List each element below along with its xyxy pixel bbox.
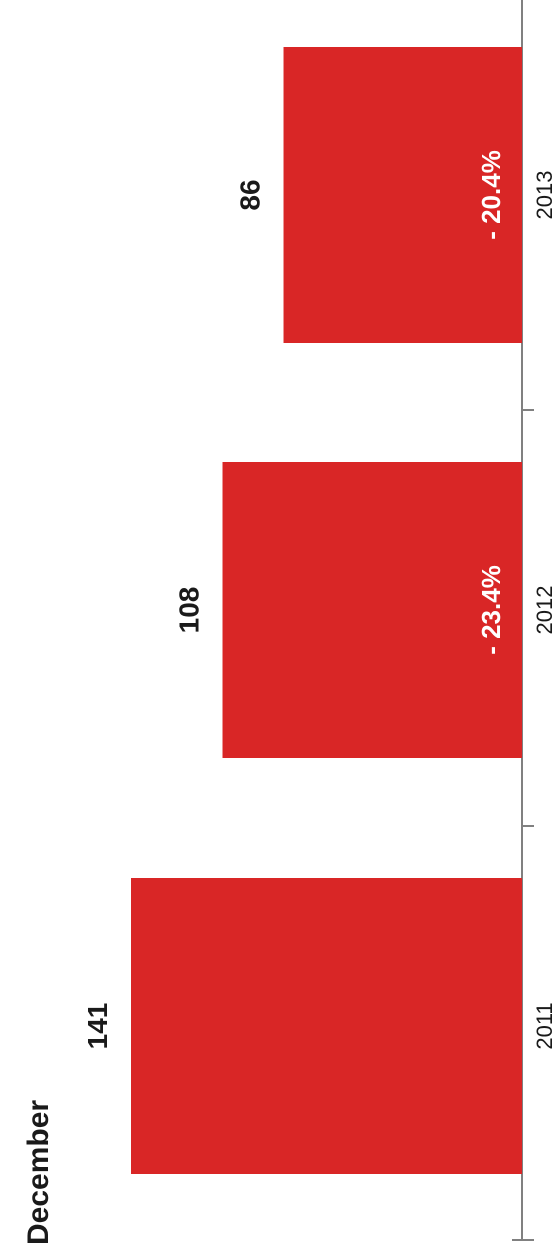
labels-layer: 141 2011 108 - 23.4% 2012 86 - 20.4% 2013 [82, 150, 553, 1049]
chart-title-group: December [22, 1100, 55, 1245]
value-label-group: 141 [82, 1003, 113, 1050]
bars-layer [131, 47, 523, 1174]
change-label: - 23.4% [476, 565, 506, 655]
category-label-group: 2011 [532, 1002, 553, 1049]
chart-title: December [22, 1100, 55, 1245]
category-tick-label: 2012 [532, 586, 553, 635]
value-label-group: 108 [174, 587, 205, 634]
category-label-group: 2012 [532, 586, 553, 635]
value-label: 86 [235, 179, 266, 210]
value-label-group: 86 [235, 179, 266, 210]
bar-2013 [283, 47, 522, 343]
change-label-group: - 23.4% [476, 565, 506, 655]
category-tick-label: 2013 [532, 171, 553, 220]
category-label-group: 2013 [532, 171, 553, 220]
bar-2012 [222, 462, 523, 758]
bar-2011 [131, 878, 522, 1174]
value-label: 141 [82, 1003, 113, 1050]
value-label: 108 [174, 587, 205, 634]
change-label: - 20.4% [476, 150, 506, 240]
category-tick-label: 2011 [532, 1002, 553, 1049]
change-label-group: - 20.4% [476, 150, 506, 240]
